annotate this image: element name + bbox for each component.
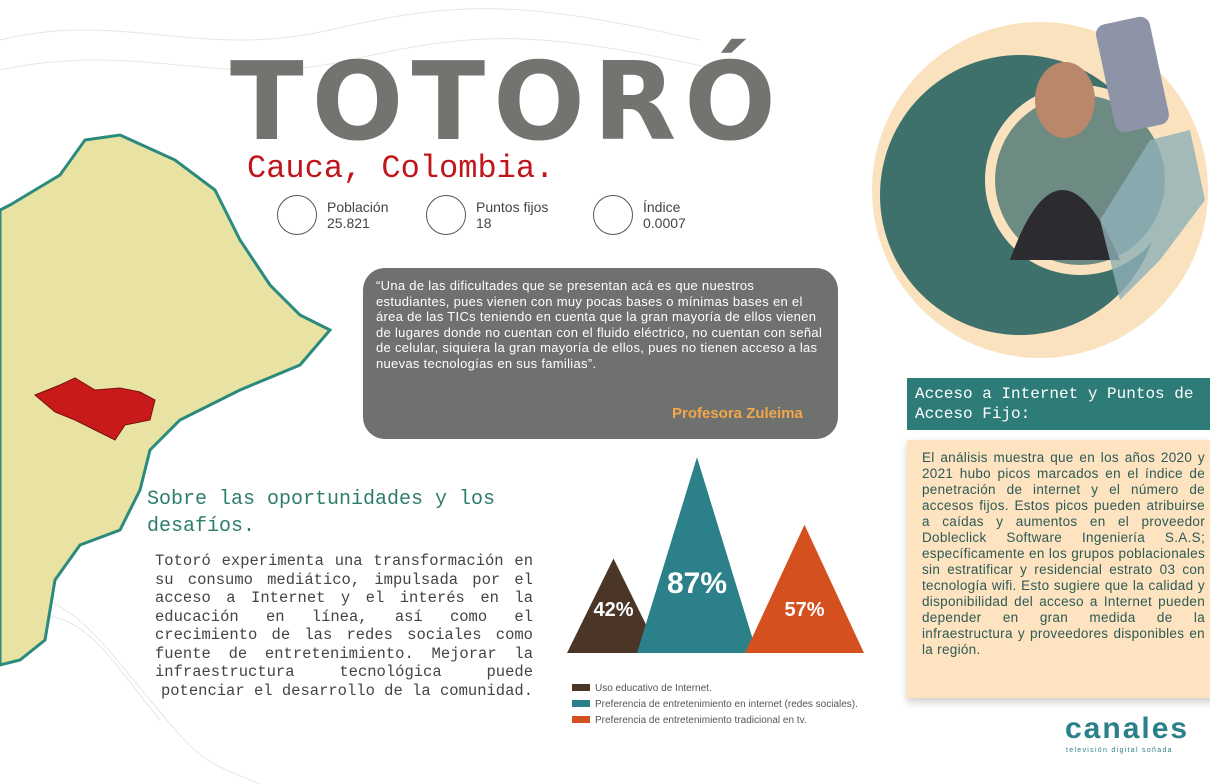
legend-label: Preferencia de entretenimiento en intern… (595, 699, 858, 710)
quote-author: Profesora Zuleima (672, 405, 803, 422)
value-label: 57% (784, 599, 824, 621)
legend-swatch (572, 716, 590, 723)
title: TOTORÓ (230, 40, 784, 165)
logo-tagline: televisión digital soñada (1066, 747, 1173, 754)
face (1035, 62, 1095, 138)
value-label: 42% (593, 599, 633, 621)
legend-label: Preferencia de entretenimiento tradicion… (595, 715, 807, 726)
stat-value: 18 (476, 215, 548, 231)
section-heading: Sobre las oportunidades y los desafíos. (147, 486, 527, 540)
legend-swatch (572, 700, 590, 707)
legend-swatch (572, 684, 590, 691)
triangle (637, 457, 757, 653)
stat-value: 0.0007 (643, 215, 686, 231)
chart: 42% 87% 57% Uso educativo de Internet. Prefe… (560, 440, 910, 740)
stat-label: Índice (643, 199, 686, 215)
value-label: 87% (667, 567, 727, 600)
logo: canales (1065, 712, 1189, 746)
subtitle: Cauca, Colombia. (247, 150, 554, 187)
page: TOTORÓ Cauca, Colombia. Población25.821 … (0, 0, 1210, 784)
stat-label: Población (327, 199, 389, 215)
triangle (745, 525, 864, 653)
section-heading: Acceso a Internet y Puntos de Acceso Fij… (907, 378, 1210, 430)
stat-label: Puntos fijos (476, 199, 548, 215)
legend-label: Uso educativo de Internet. (595, 683, 712, 694)
section-body: El análisis muestra que en los años 2020… (907, 440, 1210, 698)
section-body: Totoró experimenta una transformación en… (155, 552, 533, 700)
stat-value: 25.821 (327, 215, 389, 231)
